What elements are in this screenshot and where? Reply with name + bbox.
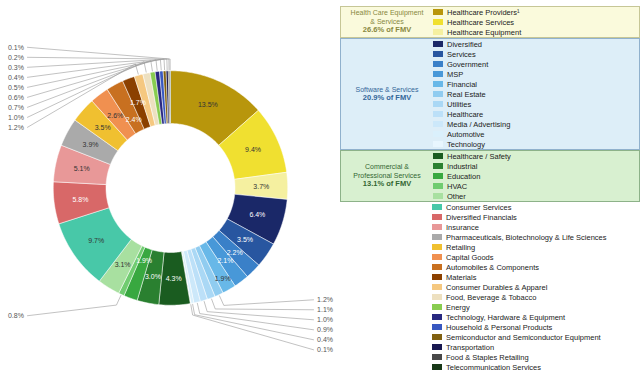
html-text:Industrial: Industrial bbox=[447, 161, 478, 171]
svg-text:0.8%: 0.8% bbox=[8, 312, 24, 319]
svg-text:2.2%: 2.2% bbox=[227, 249, 243, 256]
svg-text:3.9%: 3.9% bbox=[83, 141, 99, 148]
svg-text:5.8%: 5.8% bbox=[72, 196, 88, 203]
html-text:Pharmaceuticals, Biotechnology: Pharmaceuticals, Biotechnology & Life Sc… bbox=[446, 232, 607, 242]
svg-text:1.9%: 1.9% bbox=[136, 257, 152, 264]
html-text:HVAC: HVAC bbox=[447, 181, 468, 191]
svg-text:3.5%: 3.5% bbox=[95, 124, 111, 131]
svg-text:0.9%: 0.9% bbox=[317, 326, 333, 333]
svg-text:1.7%: 1.7% bbox=[130, 99, 146, 106]
html-text:MSP: MSP bbox=[447, 69, 464, 79]
html-text:Consumer Durables & Apparel: Consumer Durables & Apparel bbox=[446, 282, 548, 292]
html-text:Food & Staples Retailing: Food & Staples Retailing bbox=[446, 352, 529, 362]
html-text:Education: Education bbox=[447, 171, 481, 181]
html-text:Health Care Equipment: Health Care Equipment bbox=[350, 9, 424, 17]
svg-text:0.5%: 0.5% bbox=[8, 84, 24, 91]
html-text:Government: Government bbox=[447, 59, 489, 69]
svg-text:2.1%: 2.1% bbox=[217, 257, 233, 264]
svg-text:3.7%: 3.7% bbox=[253, 183, 269, 190]
html-text:Healthcare Providers¹: Healthcare Providers¹ bbox=[447, 7, 520, 17]
html-text:Household & Personal Products: Household & Personal Products bbox=[446, 322, 553, 332]
svg-text:1.0%: 1.0% bbox=[317, 316, 333, 323]
svg-text:0.1%: 0.1% bbox=[317, 346, 333, 353]
html-text:Healthcare: Healthcare bbox=[447, 109, 484, 119]
svg-text:1.9%: 1.9% bbox=[215, 275, 231, 282]
svg-text:2.4%: 2.4% bbox=[126, 116, 142, 123]
svg-text:0.2%: 0.2% bbox=[8, 54, 24, 61]
html-text:Healthcare Services: Healthcare Services bbox=[447, 17, 515, 27]
svg-text:9.7%: 9.7% bbox=[88, 237, 104, 244]
html-text:13.1% of FMV: 13.1% of FMV bbox=[362, 179, 412, 189]
html-text:Healthcare Equipment: Healthcare Equipment bbox=[447, 27, 522, 37]
svg-text:1.2%: 1.2% bbox=[317, 296, 333, 303]
html-text:Insurance: Insurance bbox=[446, 222, 479, 232]
html-text:Services: Services bbox=[447, 49, 476, 59]
svg-text:0.4%: 0.4% bbox=[317, 336, 333, 343]
html-text:26.6% of FMV: 26.6% of FMV bbox=[362, 25, 412, 35]
html-text:Transportation: Transportation bbox=[446, 342, 495, 352]
svg-text:0.4%: 0.4% bbox=[8, 74, 24, 81]
svg-text:6.4%: 6.4% bbox=[249, 211, 265, 218]
html-text:Automotive: Automotive bbox=[447, 129, 485, 139]
html-text:Consumer Services: Consumer Services bbox=[446, 202, 512, 212]
html-text:20.9% of FMV: 20.9% of FMV bbox=[362, 93, 412, 102]
svg-text:13.5%: 13.5% bbox=[198, 101, 218, 108]
svg-text:5.1%: 5.1% bbox=[74, 165, 90, 172]
html-text:Technology, Hardware & Equipme: Technology, Hardware & Equipment bbox=[446, 312, 566, 322]
html-text:Retailing: Retailing bbox=[446, 242, 476, 252]
html-text:Materials: Materials bbox=[446, 272, 477, 282]
svg-text:1.2%: 1.2% bbox=[8, 124, 24, 131]
svg-text:3.1%: 3.1% bbox=[115, 261, 131, 268]
svg-text:3.5%: 3.5% bbox=[237, 236, 253, 243]
html-text:Diversified Financials: Diversified Financials bbox=[446, 212, 517, 222]
html-text:Automobiles & Components: Automobiles & Components bbox=[446, 262, 539, 272]
html-text:Food, Beverage & Tobacco: Food, Beverage & Tobacco bbox=[446, 292, 537, 302]
html-text:Commercial &: Commercial & bbox=[365, 163, 409, 171]
svg-text:9.4%: 9.4% bbox=[245, 146, 261, 153]
svg-text:0.1%: 0.1% bbox=[8, 44, 24, 51]
svg-text:2.6%: 2.6% bbox=[107, 112, 123, 119]
svg-text:3.0%: 3.0% bbox=[145, 273, 161, 280]
svg-text:1.0%: 1.0% bbox=[8, 114, 24, 121]
svg-text:4.3%: 4.3% bbox=[166, 275, 182, 282]
html-text:Media / Advertising: Media / Advertising bbox=[447, 119, 511, 129]
html-text:Diversified: Diversified bbox=[447, 39, 482, 49]
svg-text:0.3%: 0.3% bbox=[8, 64, 24, 71]
html-text:Capital Goods: Capital Goods bbox=[446, 252, 494, 262]
html-text:Professional Services: Professional Services bbox=[353, 171, 421, 179]
svg-text:0.7%: 0.7% bbox=[8, 104, 24, 111]
html-text:Real Estate: Real Estate bbox=[447, 89, 486, 99]
html-text:Technology: Technology bbox=[447, 139, 485, 149]
svg-text:1.1%: 1.1% bbox=[317, 306, 333, 313]
html-text:Financial: Financial bbox=[447, 79, 477, 89]
html-text:Utilities: Utilities bbox=[447, 99, 472, 109]
html-text:Other: Other bbox=[447, 191, 466, 201]
svg-text:0.6%: 0.6% bbox=[8, 94, 24, 101]
html-text:& Services: & Services bbox=[370, 17, 404, 25]
html-text:Energy: Energy bbox=[446, 302, 470, 312]
html-text:Telecommunication Services: Telecommunication Services bbox=[446, 362, 541, 372]
html-text:Semiconductor and Semiconducto: Semiconductor and Semiconductor Equipmen… bbox=[446, 332, 601, 342]
html-text:Software & Services: Software & Services bbox=[355, 85, 419, 93]
html-text:Healthcare / Safety: Healthcare / Safety bbox=[447, 151, 511, 161]
